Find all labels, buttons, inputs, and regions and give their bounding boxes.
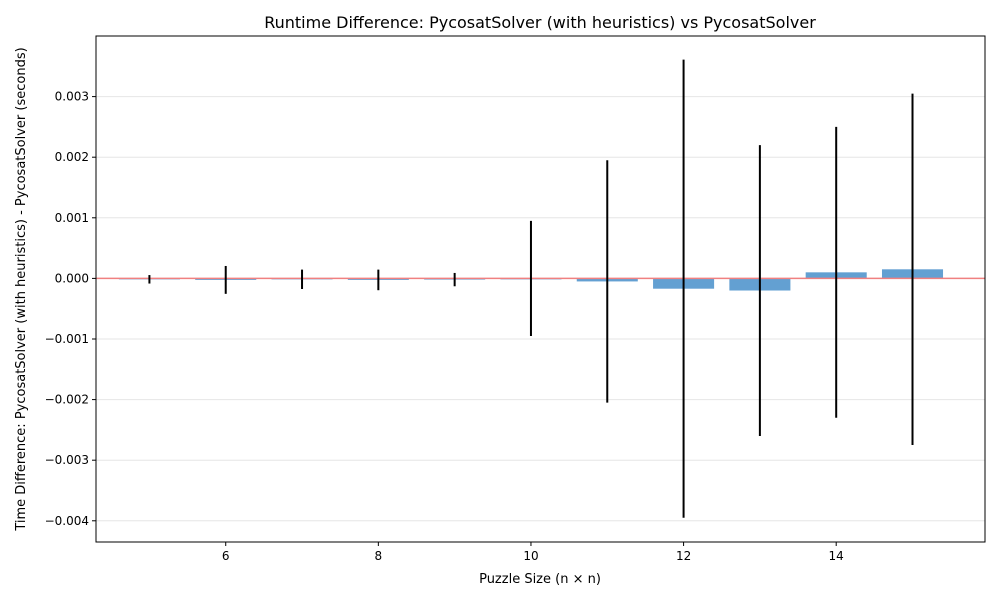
x-tick-label: 8 [375,549,383,563]
y-axis-ticks: −0.004 −0.003 −0.002 −0.001 0.000 0.001 0.002 0… [45,90,96,528]
x-axis-label: Puzzle Size (n × n) [479,572,601,587]
x-tick-label: 10 [523,549,538,563]
y-tick-label: −0.004 [45,514,89,528]
y-tick-label: −0.001 [45,332,89,346]
y-tick-label: 0.000 [55,271,89,285]
y-tick-label: −0.003 [45,453,89,467]
x-tick-label: 6 [222,549,230,563]
y-tick-label: 0.001 [55,211,89,225]
chart-title: Runtime Difference: PycosatSolver (with … [264,13,816,32]
x-axis-ticks: 6 8 10 12 14 [222,542,844,563]
y-axis-label: Time Difference: PycosatSolver (with heu… [14,47,29,531]
x-tick-label: 12 [676,549,691,563]
error-bars-layer [148,59,914,518]
plot-area-frame [95,35,986,543]
y-tick-label: 0.003 [55,90,89,104]
y-tick-label: 0.002 [55,150,89,164]
y-tick-label: −0.002 [45,393,89,407]
x-tick-label: 14 [829,549,844,563]
